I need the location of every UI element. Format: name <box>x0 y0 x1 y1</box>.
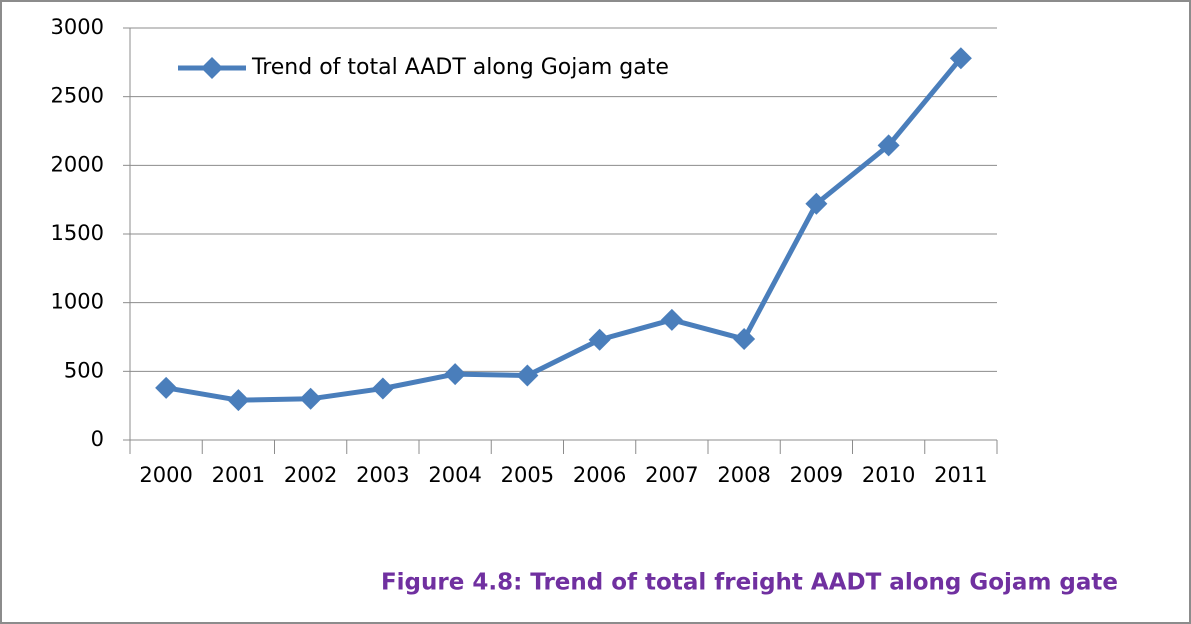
x-tick-label: 2000 <box>139 463 192 487</box>
y-tick-label: 3000 <box>51 15 104 39</box>
y-tick-label: 500 <box>64 358 104 382</box>
marker <box>371 377 394 400</box>
x-tick-label: 2009 <box>790 463 843 487</box>
x-tick-label: 2001 <box>212 463 265 487</box>
x-tick-label: 2011 <box>934 463 987 487</box>
y-tick-label: 0 <box>91 427 104 451</box>
marker <box>877 134 900 157</box>
marker <box>588 328 611 351</box>
marker <box>805 192 828 215</box>
y-tick-label: 2000 <box>51 152 104 176</box>
x-tick-label: 2006 <box>573 463 626 487</box>
x-tick-label: 2003 <box>356 463 409 487</box>
marker <box>949 47 972 70</box>
marker <box>733 328 756 351</box>
line <box>165 56 963 403</box>
marker <box>299 387 322 410</box>
y-tick-label: 1000 <box>51 290 104 314</box>
legend-marker <box>201 57 223 79</box>
caption: Figure 4.8: Trend of total freight AADT … <box>381 570 1118 596</box>
x-tick-label: 2005 <box>501 463 554 487</box>
x-tick-label: 2002 <box>284 463 337 487</box>
x-tick-label: 2004 <box>428 463 481 487</box>
y-tick-label: 1500 <box>51 221 104 245</box>
x-tick-label: 2008 <box>717 463 770 487</box>
marker <box>227 389 250 412</box>
x-tick-label: 2007 <box>645 463 698 487</box>
marker <box>516 364 539 387</box>
marker <box>155 376 178 399</box>
y-tick-label: 2500 <box>51 84 104 108</box>
marker <box>660 308 683 331</box>
legend-label: Trend of total AADT along Gojam gate <box>251 55 669 80</box>
marker <box>444 363 467 386</box>
x-tick-label: 2010 <box>862 463 915 487</box>
